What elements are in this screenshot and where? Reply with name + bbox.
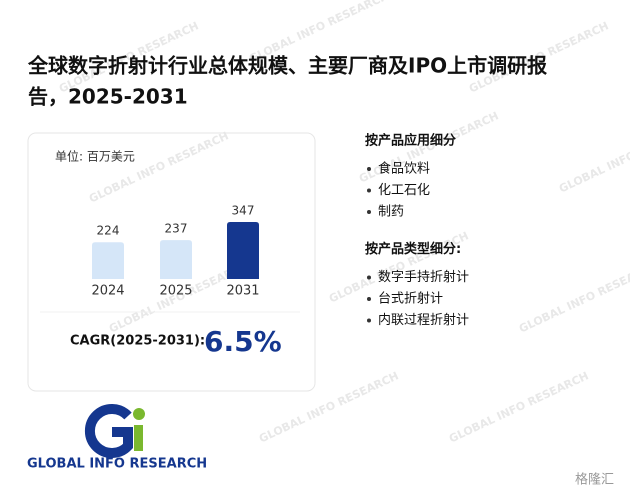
logo-dot	[133, 408, 145, 420]
cagr-value: 6.5%	[204, 325, 282, 358]
value-label: 237	[165, 222, 188, 236]
bullet	[367, 210, 371, 214]
watermark: GLOBAL INFO RESEARCH	[447, 369, 591, 445]
value-label: 224	[97, 224, 120, 238]
segment-item: 制药	[378, 205, 404, 220]
x-tick-label: 2025	[159, 284, 192, 299]
bullet	[367, 188, 371, 193]
bar	[92, 242, 124, 279]
segment-item: 化工石化	[378, 183, 430, 198]
logo-text: GLOBAL INFO RESEARCH	[27, 457, 207, 472]
bullet	[367, 318, 371, 323]
logo: GLOBAL INFO RESEARCH	[27, 404, 207, 472]
watermark: GLOBAL INFO RESEARCH	[557, 119, 630, 195]
bar-chart: 224 2024 237 2025 347 2031	[91, 204, 259, 299]
bullet	[367, 167, 371, 171]
bullet	[367, 297, 371, 301]
chart-subtitle: 单位: 百万美元	[55, 149, 135, 164]
segment-item: 内联过程折射计	[378, 312, 469, 328]
bullet	[367, 275, 371, 280]
value-label: 347	[232, 204, 255, 218]
watermark: GLOBAL INFO RESEARCH	[517, 259, 630, 335]
brand-box	[553, 470, 623, 490]
segment-heading: 按产品应用细分	[365, 133, 456, 149]
watermark: GLOBAL INFO RESEARCH	[257, 369, 401, 445]
title: 告，2025-2031	[28, 85, 188, 109]
x-tick-label: 2024	[91, 284, 124, 299]
logo-i	[134, 425, 143, 451]
logo-g	[84, 404, 133, 458]
chart-card	[27, 132, 316, 392]
bar	[160, 240, 192, 279]
segment-heading: 按产品类型细分:	[365, 241, 461, 257]
x-tick-label: 2031	[226, 284, 259, 299]
watermark: GLOBAL INFO RESEARCH	[87, 129, 231, 205]
brand-watermark: 格隆汇	[575, 472, 614, 488]
bar	[227, 222, 259, 279]
segment-item: 数字手持折射计	[378, 269, 469, 285]
title: 全球数字折射计行业总体规模、主要厂商及IPO上市调研报	[27, 54, 547, 78]
segment-item: 台式折射计	[378, 291, 443, 307]
cagr-label: CAGR(2025-2031):	[70, 334, 205, 349]
segment-item: 食品饮料	[378, 161, 430, 177]
